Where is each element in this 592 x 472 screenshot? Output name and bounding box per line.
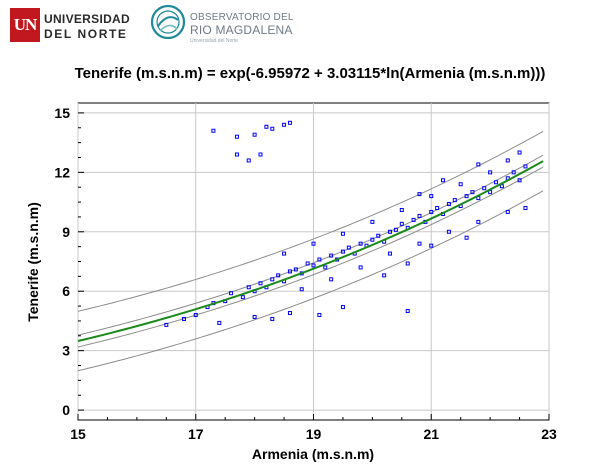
x-tick-label: 17 bbox=[188, 426, 204, 442]
x-tick-label: 21 bbox=[423, 426, 439, 442]
y-tick-label: 6 bbox=[62, 283, 70, 299]
y-tick-label: 0 bbox=[62, 402, 70, 418]
y-tick-label: 3 bbox=[62, 343, 70, 359]
y-tick-label: 15 bbox=[54, 105, 70, 121]
x-tick-label: 19 bbox=[306, 426, 322, 442]
x-axis-label: Armenia (m.s.n.m) bbox=[252, 446, 374, 462]
y-tick-label: 9 bbox=[62, 224, 70, 240]
chart-title: Tenerife (m.s.n.m) = exp(-6.95972 + 3.03… bbox=[75, 65, 546, 82]
x-tick-label: 15 bbox=[70, 426, 86, 442]
y-axis-label: Tenerife (m.s.n.m) bbox=[25, 202, 41, 322]
x-tick-label: 23 bbox=[541, 426, 557, 442]
y-tick-label: 12 bbox=[54, 164, 70, 180]
